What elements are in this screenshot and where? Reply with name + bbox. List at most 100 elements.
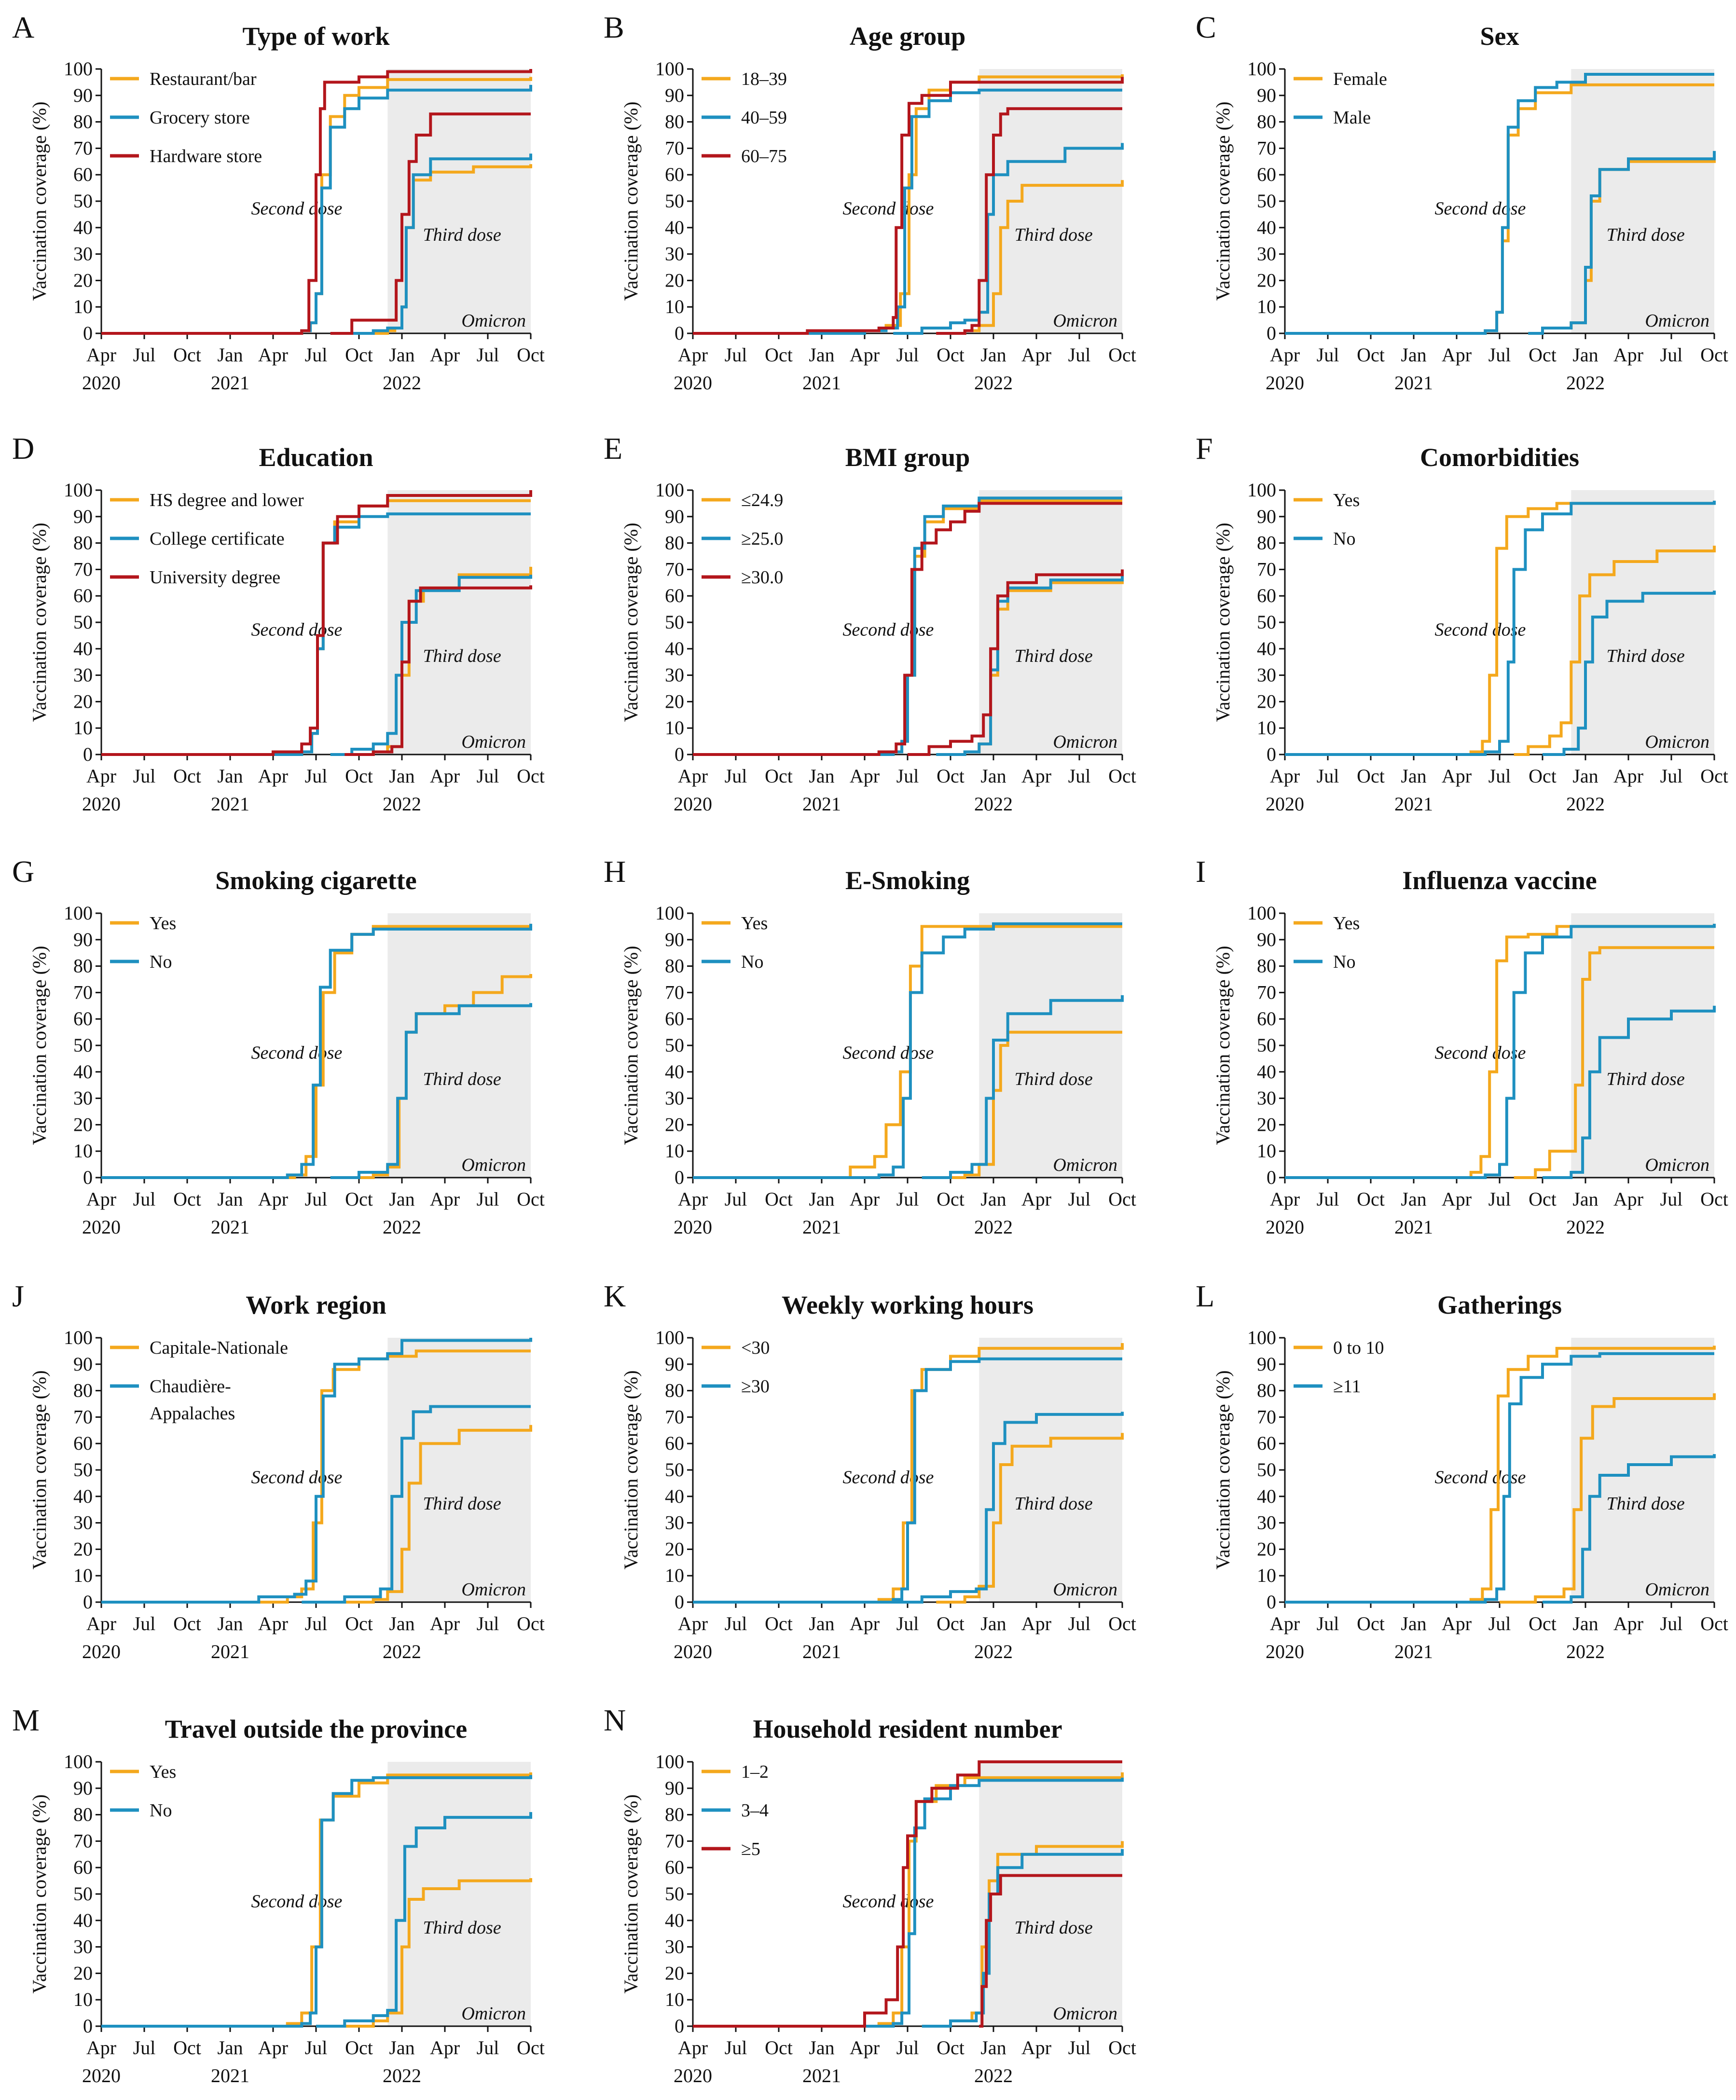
x-tick-label: Apr bbox=[1021, 1188, 1051, 1210]
y-tick-label: 90 bbox=[1257, 929, 1276, 950]
x-tick-label: Oct bbox=[765, 1188, 793, 1210]
panel-title: Influenza vaccine bbox=[1402, 866, 1597, 895]
y-tick-label: 40 bbox=[665, 1485, 684, 1507]
x-tick-label: Jul bbox=[1317, 1613, 1339, 1634]
x-tick-label: Apr bbox=[1442, 344, 1472, 366]
y-tick-label: 50 bbox=[1257, 1459, 1276, 1481]
x-tick-label: Oct bbox=[517, 344, 545, 366]
y-tick-label: 0 bbox=[675, 743, 684, 765]
x-year-label: 2022 bbox=[974, 2065, 1013, 2086]
y-axis-label: Vaccination coverage (%) bbox=[620, 522, 642, 722]
x-tick-label: Apr bbox=[678, 765, 708, 787]
series-line-second-dose bbox=[693, 88, 1122, 335]
y-tick-label: 20 bbox=[665, 1962, 684, 1984]
series-line-second-dose bbox=[693, 1343, 1124, 1604]
x-tick-label: Jan bbox=[389, 1613, 414, 1634]
y-tick-label: 10 bbox=[73, 1989, 93, 2010]
y-tick-label: 10 bbox=[73, 296, 93, 317]
x-year-label: 2021 bbox=[211, 1216, 249, 1238]
x-year-label: 2021 bbox=[1394, 1641, 1433, 1662]
x-year-label: 2021 bbox=[802, 793, 841, 815]
x-tick-label: Jan bbox=[389, 765, 414, 787]
series-line-third-dose bbox=[1514, 546, 1716, 756]
second-dose-annotation: Second dose bbox=[843, 198, 934, 219]
omicron-annotation: Omicron bbox=[1053, 1155, 1117, 1175]
x-tick-label: Jan bbox=[217, 344, 243, 366]
panel-l: L Gatherings 0 10 20 30 40 50 60 70 80 90 100 Apr Jul O… bbox=[1196, 1279, 1728, 1662]
x-tick-label: Oct bbox=[1357, 344, 1385, 366]
x-tick-label: Oct bbox=[1529, 1613, 1557, 1634]
y-tick-label: 20 bbox=[73, 1538, 93, 1560]
y-tick-label: 50 bbox=[73, 611, 93, 633]
y-tick-label: 30 bbox=[665, 664, 684, 686]
y-tick-label: 60 bbox=[73, 585, 93, 606]
y-tick-label: 50 bbox=[665, 190, 684, 212]
y-tick-label: 30 bbox=[73, 243, 93, 265]
panel-letter: K bbox=[604, 1279, 626, 1313]
series-line-second-dose bbox=[693, 502, 1122, 756]
omicron-annotation: Omicron bbox=[1053, 311, 1117, 331]
x-tick-label: Jul bbox=[305, 765, 328, 787]
legend-label: Yes bbox=[741, 913, 768, 933]
x-tick-label: Apr bbox=[430, 765, 460, 787]
y-axis-label: Vaccination coverage (%) bbox=[1212, 522, 1234, 722]
x-tick-label: Jul bbox=[133, 2037, 156, 2059]
omicron-annotation: Omicron bbox=[1053, 1579, 1117, 1600]
x-tick-label: Jul bbox=[896, 344, 919, 366]
y-tick-label: 80 bbox=[665, 955, 684, 977]
x-tick-label: Jan bbox=[1401, 344, 1426, 366]
x-tick-label: Apr bbox=[86, 2037, 116, 2059]
series-line-second-dose bbox=[1285, 923, 1716, 1179]
x-tick-label: Jul bbox=[133, 344, 156, 366]
x-tick-label: Jan bbox=[809, 344, 834, 366]
x-tick-label: Jan bbox=[980, 344, 1006, 366]
series-line-third-dose bbox=[936, 1433, 1124, 1604]
series-line-second-dose bbox=[101, 1338, 532, 1604]
y-tick-label: 50 bbox=[73, 1459, 93, 1481]
x-tick-label: Oct bbox=[1529, 344, 1557, 366]
y-axis-label: Vaccination coverage (%) bbox=[28, 101, 50, 301]
y-tick-label: 60 bbox=[73, 164, 93, 185]
y-axis-label: Vaccination coverage (%) bbox=[620, 101, 642, 301]
x-year-label: 2022 bbox=[974, 372, 1013, 394]
x-year-label: 2021 bbox=[802, 1641, 841, 1662]
series-line-third-dose bbox=[330, 575, 532, 756]
panel-letter: H bbox=[604, 854, 626, 889]
series-line-second-dose bbox=[693, 1760, 1122, 2028]
x-tick-label: Oct bbox=[1108, 2037, 1136, 2059]
y-tick-label: 100 bbox=[1247, 902, 1276, 924]
series-line-second-dose bbox=[693, 1357, 1122, 1604]
x-tick-label: Apr bbox=[850, 2037, 880, 2059]
x-tick-label: Jul bbox=[896, 1613, 919, 1634]
omicron-annotation: Omicron bbox=[1645, 1155, 1709, 1175]
y-tick-label: 100 bbox=[64, 1751, 93, 1772]
y-tick-label: 0 bbox=[1267, 1167, 1276, 1188]
x-tick-label: Jul bbox=[725, 344, 747, 366]
y-tick-label: 90 bbox=[1257, 84, 1276, 106]
x-year-label: 2021 bbox=[211, 1641, 249, 1662]
x-tick-label: Oct bbox=[173, 1188, 201, 1210]
omicron-shade bbox=[1571, 490, 1714, 755]
legend-label: 18–39 bbox=[741, 69, 787, 89]
y-tick-label: 40 bbox=[73, 1061, 93, 1083]
y-tick-label: 100 bbox=[1247, 58, 1276, 80]
x-tick-label: Jul bbox=[305, 344, 328, 366]
y-tick-label: 60 bbox=[1257, 1008, 1276, 1029]
y-tick-label: 100 bbox=[1247, 1327, 1276, 1348]
y-tick-label: 50 bbox=[665, 1459, 684, 1481]
y-tick-label: 0 bbox=[83, 1591, 93, 1613]
x-tick-label: Jul bbox=[1660, 1613, 1683, 1634]
y-tick-label: 90 bbox=[73, 84, 93, 106]
third-dose-annotation: Third dose bbox=[1014, 1069, 1092, 1089]
y-tick-label: 10 bbox=[1257, 1140, 1276, 1162]
panel-d: D Education 0 10 20 30 40 50 60 70 80 90 100 Apr Jul Oc… bbox=[12, 431, 545, 815]
y-tick-label: 80 bbox=[1257, 111, 1276, 133]
y-tick-label: 40 bbox=[665, 1909, 684, 1931]
y-tick-label: 30 bbox=[1257, 1087, 1276, 1109]
x-tick-label: Apr bbox=[86, 1613, 116, 1634]
y-tick-label: 10 bbox=[665, 1565, 684, 1586]
series-line-third-dose bbox=[330, 1003, 532, 1179]
x-year-label: 2022 bbox=[974, 1641, 1013, 1662]
y-tick-label: 90 bbox=[1257, 1353, 1276, 1375]
